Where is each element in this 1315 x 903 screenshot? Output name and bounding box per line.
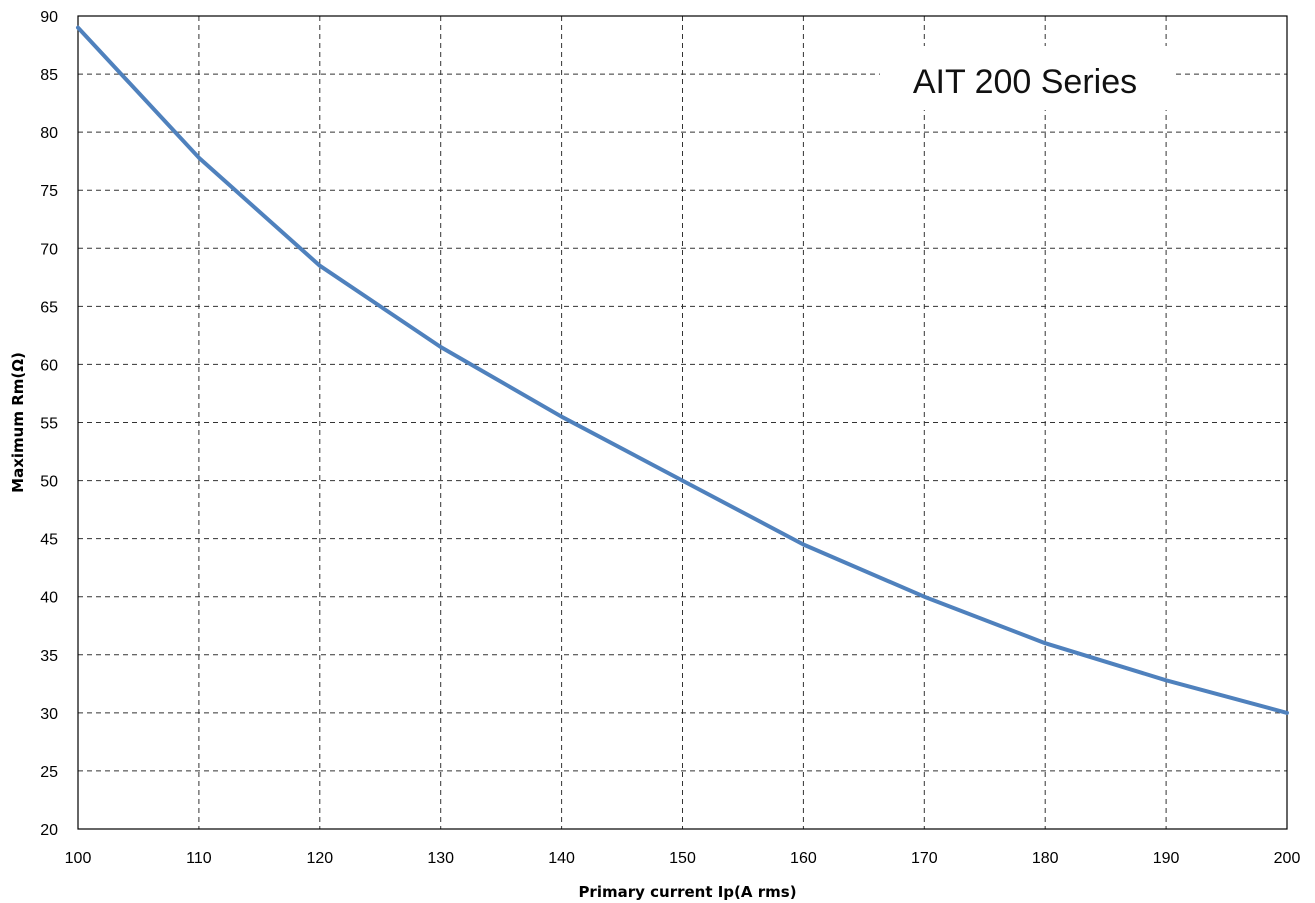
y-tick-label: 75 [40,183,58,200]
x-tick-labels: 100 110 120 130 140 150 160 170 180 190 200 [65,850,1301,867]
y-tick-label: 20 [40,822,58,839]
y-tick-label: 25 [40,764,58,781]
x-axis-title: Primary current Ip(A rms) [578,883,796,901]
x-tick-label: 170 [911,850,938,867]
x-tick-label: 120 [306,850,333,867]
x-tick-label: 200 [1274,850,1301,867]
y-tick-label: 35 [40,648,58,665]
y-tick-label: 60 [40,357,58,374]
y-tick-label: 55 [40,416,58,433]
y-tick-label: 85 [40,67,58,84]
y-tick-label: 90 [40,9,58,26]
y-tick-label: 30 [40,706,58,723]
x-tick-label: 180 [1032,850,1059,867]
x-tick-label: 190 [1153,850,1180,867]
plot-area-frame [77,15,1288,830]
y-tick-label: 80 [40,125,58,142]
x-tick-label: 110 [186,850,212,867]
y-tick-label: 40 [40,590,58,607]
x-tick-label: 160 [790,850,817,867]
x-tick-label: 140 [548,850,575,867]
series-annotation-text: AIT 200 Series [913,63,1137,101]
y-tick-label: 65 [40,299,58,316]
x-tick-label: 150 [669,850,696,867]
x-tick-label: 130 [427,850,454,867]
grid [78,16,1287,829]
y-tick-label: 45 [40,532,58,549]
y-tick-label: 50 [40,474,58,491]
y-axis-title: Maximum Rm(Ω) [9,352,27,493]
series-annotation: AIT 200 Series [880,46,1172,110]
x-tick-label: 100 [65,850,92,867]
y-tick-labels: 20 25 30 35 40 45 50 55 60 65 70 75 80 85 90 [40,9,58,839]
series-layer [76,25,1289,715]
y-tick-label: 70 [40,241,58,258]
